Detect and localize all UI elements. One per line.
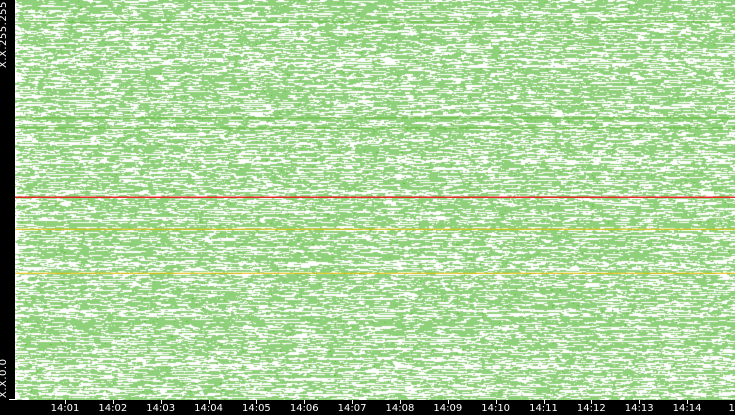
- x-tick: [256, 400, 258, 404]
- x-tick: [447, 400, 449, 404]
- x-tick-label: 14:01: [50, 403, 80, 414]
- x-tick-label: 14:04: [194, 403, 223, 414]
- x-tick: [65, 400, 66, 404]
- x-tick: [687, 400, 689, 404]
- x-tick-label: 14:11: [529, 403, 558, 414]
- x-tick: [112, 400, 114, 404]
- y-axis-tick: [9, 399, 15, 400]
- highlighted-rows: [15, 21, 735, 274]
- activity-points: [15, 0, 735, 400]
- x-tick-label: 14:02: [98, 403, 128, 414]
- x-tick-label: 14:10: [481, 403, 511, 414]
- x-tick: [160, 400, 162, 404]
- x-tick: [543, 400, 545, 404]
- x-tick: [639, 400, 641, 404]
- y-top-label: X.X.255.255: [0, 1, 9, 68]
- x-tick: [304, 400, 306, 404]
- x-tick-label: 14:12: [576, 403, 606, 414]
- y-bottom-label: X.X.0.0: [0, 358, 9, 398]
- x-tick: [399, 400, 401, 404]
- x-tick-label: 14:05: [241, 403, 271, 414]
- x-tick-label: 14:03: [146, 403, 176, 414]
- x-tick-label: 14:07: [337, 403, 367, 414]
- x-tick-label: 14:13: [624, 403, 654, 414]
- x-tick-label: 14: [728, 403, 735, 414]
- x-tick-label: 14:08: [385, 403, 415, 414]
- x-tick-label: 14:09: [433, 403, 463, 414]
- x-tick: [208, 400, 210, 404]
- plot-area: [15, 0, 735, 400]
- x-tick: [352, 400, 354, 404]
- x-tick-label: 14:06: [289, 403, 319, 414]
- x-tick: [591, 400, 593, 404]
- x-tick-label: 14:14: [672, 403, 702, 414]
- x-tick: [495, 400, 497, 404]
